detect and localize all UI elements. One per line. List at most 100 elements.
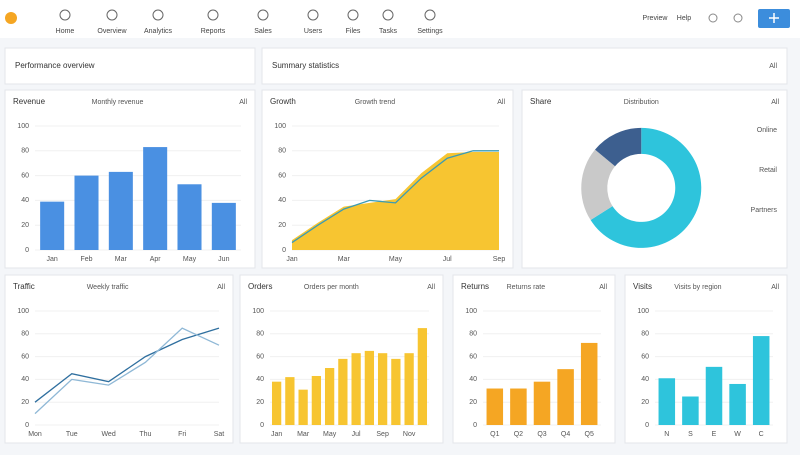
x-tick-label: C	[759, 431, 764, 438]
y-tick-label: 40	[256, 376, 264, 383]
nav-icon[interactable]	[106, 9, 118, 21]
logo[interactable]	[5, 12, 17, 24]
y-tick-label: 0	[25, 247, 29, 254]
x-tick-label: Q1	[490, 431, 499, 438]
nav-icon[interactable]	[59, 9, 71, 21]
y-tick-label: 60	[278, 172, 286, 179]
x-tick-label: Mar	[338, 256, 351, 263]
legend-label: Online	[757, 127, 777, 134]
bar	[404, 353, 414, 425]
x-tick-label: Mon	[28, 431, 42, 438]
donut-slice	[581, 149, 616, 221]
y-tick-label: 0	[473, 422, 477, 429]
y-tick-label: 20	[21, 399, 29, 406]
nav-icon[interactable]	[207, 9, 219, 21]
x-tick-label: Sat	[214, 431, 225, 438]
y-tick-label: 20	[641, 399, 649, 406]
y-tick-label: 60	[256, 353, 264, 360]
x-tick-label: Jun	[218, 256, 229, 263]
nav-item[interactable]: Settings	[417, 28, 443, 35]
panel-corner[interactable]: All	[239, 99, 247, 106]
panel-title: Traffic	[13, 282, 35, 291]
y-tick-label: 80	[469, 331, 477, 338]
x-tick-label: Jul	[352, 431, 361, 438]
y-tick-label: 60	[21, 353, 29, 360]
y-tick-label: 40	[641, 376, 649, 383]
panel-subtitle: Visits by region	[674, 284, 721, 291]
x-tick-label: S	[688, 431, 693, 438]
panel-title: Revenue	[13, 97, 46, 106]
x-tick-label: E	[712, 431, 717, 438]
y-tick-label: 100	[274, 123, 286, 130]
y-tick-label: 80	[21, 331, 29, 338]
bar	[729, 383, 746, 425]
panel-corner[interactable]: All	[217, 284, 225, 291]
card-corner: All	[769, 63, 777, 70]
x-tick-label: May	[183, 256, 197, 263]
y-tick-label: 40	[21, 376, 29, 383]
bar	[533, 381, 551, 425]
y-tick-label: 60	[469, 353, 477, 360]
x-tick-label: Mar	[115, 256, 128, 263]
panel-title: Orders	[248, 282, 272, 291]
x-tick-label: Feb	[80, 256, 92, 263]
bar	[285, 377, 295, 425]
x-tick-label: Tue	[66, 431, 78, 438]
card-title: Performance overview	[15, 61, 95, 70]
bar	[108, 171, 133, 250]
bar	[377, 353, 388, 425]
bar	[705, 366, 723, 425]
nav-item[interactable]: Analytics	[144, 28, 173, 35]
nav-icon[interactable]	[257, 9, 269, 21]
help-link[interactable]: Help	[677, 15, 692, 22]
y-tick-label: 0	[260, 422, 264, 429]
nav-icon[interactable]	[307, 9, 319, 21]
y-tick-label: 20	[21, 222, 29, 229]
x-tick-label: May	[323, 431, 337, 438]
legend-label: Retail	[759, 167, 777, 174]
nav-item[interactable]: Overview	[97, 28, 127, 35]
preview-link[interactable]: Preview	[643, 15, 669, 22]
bar	[557, 369, 574, 425]
nav-icon[interactable]	[382, 9, 394, 21]
bar	[298, 389, 308, 425]
area	[292, 152, 499, 250]
bar	[143, 147, 168, 250]
panel-subtitle: Monthly revenue	[92, 99, 144, 106]
nav-item[interactable]: Files	[346, 28, 361, 35]
nav-item[interactable]: Tasks	[379, 28, 397, 35]
x-tick-label: Q4	[561, 431, 570, 438]
panel-corner[interactable]: All	[497, 99, 505, 106]
top-bar	[0, 0, 800, 38]
y-tick-label: 80	[278, 148, 286, 155]
nav-icon[interactable]	[152, 9, 164, 21]
nav-item[interactable]: Home	[56, 28, 75, 35]
icon-button[interactable]	[708, 13, 718, 23]
nav-icon[interactable]	[347, 9, 359, 21]
panel-corner[interactable]: All	[771, 284, 779, 291]
y-tick-label: 100	[252, 308, 264, 315]
bar	[752, 336, 770, 425]
nav-item[interactable]: Sales	[254, 28, 272, 35]
x-tick-label: Q3	[537, 431, 546, 438]
panel-corner[interactable]: All	[427, 284, 435, 291]
bar	[338, 358, 348, 425]
donut-slice	[595, 127, 642, 167]
nav-icon[interactable]	[424, 9, 436, 21]
x-tick-label: Jan	[47, 256, 58, 263]
legend-label: Partners	[751, 207, 778, 214]
bar	[682, 396, 699, 425]
y-tick-label: 40	[469, 376, 477, 383]
nav-item[interactable]: Reports	[201, 28, 226, 35]
icon-button[interactable]	[733, 13, 743, 23]
bar	[417, 328, 428, 425]
panel-title: Share	[530, 97, 552, 106]
card-title: Summary statistics	[272, 61, 339, 70]
nav-item[interactable]: Users	[304, 28, 323, 35]
y-tick-label: 20	[469, 399, 477, 406]
panel-corner[interactable]: All	[771, 99, 779, 106]
x-tick-label: Apr	[150, 256, 162, 263]
panel	[4, 274, 234, 444]
panel-corner[interactable]: All	[599, 284, 607, 291]
